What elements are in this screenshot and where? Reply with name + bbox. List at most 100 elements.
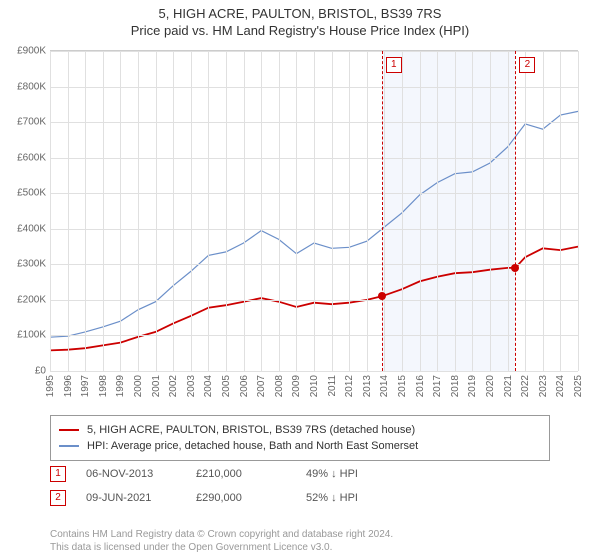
sale-row-1: 1 06-NOV-2013 £210,000 49% ↓ HPI: [50, 466, 396, 482]
x-tick-label: 2020: [485, 375, 496, 397]
legend-swatch-price-paid: [59, 429, 79, 431]
legend-box: 5, HIGH ACRE, PAULTON, BRISTOL, BS39 7RS…: [50, 415, 550, 461]
y-tick-label: £300K: [17, 259, 46, 270]
sale-point: [378, 292, 386, 300]
gridline-v: [191, 51, 192, 371]
x-tick-label: 1998: [98, 375, 109, 397]
y-tick-label: £800K: [17, 81, 46, 92]
sale-point: [511, 264, 519, 272]
chart-title: 5, HIGH ACRE, PAULTON, BRISTOL, BS39 7RS: [0, 0, 600, 21]
gridline-v: [367, 51, 368, 371]
gridline-v: [103, 51, 104, 371]
x-tick-label: 2015: [397, 375, 408, 397]
gridline-v: [156, 51, 157, 371]
x-tick-label: 2006: [239, 375, 250, 397]
y-tick-label: £500K: [17, 188, 46, 199]
sale-date-1: 06-NOV-2013: [86, 468, 176, 480]
chart-subtitle: Price paid vs. HM Land Registry's House …: [0, 21, 600, 42]
sale-marker-1: 1: [50, 466, 66, 482]
sale-date-2: 09-JUN-2021: [86, 492, 176, 504]
gridline-v: [244, 51, 245, 371]
figure-container: 5, HIGH ACRE, PAULTON, BRISTOL, BS39 7RS…: [0, 0, 600, 560]
gridline-v: [314, 51, 315, 371]
legend-label-price-paid: 5, HIGH ACRE, PAULTON, BRISTOL, BS39 7RS…: [87, 424, 415, 436]
sale-price-2: £290,000: [196, 492, 286, 504]
footer-line-2: This data is licensed under the Open Gov…: [50, 541, 393, 554]
gridline-v: [261, 51, 262, 371]
gridline-v: [578, 51, 579, 371]
marker-line: [515, 51, 516, 371]
gridline-v: [349, 51, 350, 371]
x-tick-label: 2009: [291, 375, 302, 397]
x-tick-label: 2002: [168, 375, 179, 397]
y-tick-label: £700K: [17, 117, 46, 128]
gridline-v: [138, 51, 139, 371]
gridline-v: [226, 51, 227, 371]
gridline-v: [543, 51, 544, 371]
gridline-v: [402, 51, 403, 371]
x-tick-label: 2025: [573, 375, 584, 397]
gridline-v: [50, 51, 51, 371]
gridline-v: [173, 51, 174, 371]
x-tick-label: 2013: [362, 375, 373, 397]
gridline-v: [560, 51, 561, 371]
gridline-v: [420, 51, 421, 371]
gridline-v: [208, 51, 209, 371]
x-tick-label: 2018: [450, 375, 461, 397]
gridline-v: [384, 51, 385, 371]
x-tick-label: 1995: [45, 375, 56, 397]
x-tick-label: 2001: [151, 375, 162, 397]
legend-label-hpi: HPI: Average price, detached house, Bath…: [87, 440, 418, 452]
x-tick-label: 2003: [186, 375, 197, 397]
gridline-v: [279, 51, 280, 371]
gridline-v: [332, 51, 333, 371]
sale-price-1: £210,000: [196, 468, 286, 480]
marker-box: 1: [386, 57, 402, 73]
x-tick-label: 1999: [115, 375, 126, 397]
sale-marker-2: 2: [50, 490, 66, 506]
x-tick-label: 2022: [520, 375, 531, 397]
x-tick-label: 2023: [538, 375, 549, 397]
x-tick-label: 2011: [327, 375, 338, 397]
gridline-v: [490, 51, 491, 371]
sale-delta-2: 52% ↓ HPI: [306, 492, 396, 504]
x-tick-label: 2014: [379, 375, 390, 397]
marker-box: 2: [519, 57, 535, 73]
gridline-v: [455, 51, 456, 371]
x-tick-label: 1996: [63, 375, 74, 397]
gridline-v: [68, 51, 69, 371]
sale-row-2: 2 09-JUN-2021 £290,000 52% ↓ HPI: [50, 490, 396, 506]
y-tick-label: £600K: [17, 152, 46, 163]
gridline-v: [472, 51, 473, 371]
x-tick-label: 2012: [344, 375, 355, 397]
x-tick-label: 2008: [274, 375, 285, 397]
legend-swatch-hpi: [59, 445, 79, 447]
legend-row-price-paid: 5, HIGH ACRE, PAULTON, BRISTOL, BS39 7RS…: [59, 422, 541, 438]
y-tick-label: £900K: [17, 46, 46, 57]
gridline-v: [120, 51, 121, 371]
x-tick-label: 2010: [309, 375, 320, 397]
x-tick-label: 2021: [503, 375, 514, 397]
x-tick-label: 2016: [415, 375, 426, 397]
x-tick-label: 2024: [555, 375, 566, 397]
y-tick-label: £200K: [17, 294, 46, 305]
y-tick-label: £400K: [17, 223, 46, 234]
x-tick-label: 2000: [133, 375, 144, 397]
x-tick-label: 2007: [256, 375, 267, 397]
footer-attribution: Contains HM Land Registry data © Crown c…: [50, 528, 393, 554]
marker-line: [382, 51, 383, 371]
x-tick-label: 1997: [80, 375, 91, 397]
x-tick-label: 2017: [432, 375, 443, 397]
gridline-h: [50, 371, 578, 372]
x-tick-label: 2005: [221, 375, 232, 397]
gridline-v: [437, 51, 438, 371]
chart-plot-area: £0£100K£200K£300K£400K£500K£600K£700K£80…: [50, 50, 578, 371]
footer-line-1: Contains HM Land Registry data © Crown c…: [50, 528, 393, 541]
x-tick-label: 2019: [467, 375, 478, 397]
gridline-v: [296, 51, 297, 371]
x-tick-label: 2004: [203, 375, 214, 397]
gridline-v: [525, 51, 526, 371]
y-tick-label: £100K: [17, 330, 46, 341]
legend-row-hpi: HPI: Average price, detached house, Bath…: [59, 438, 541, 454]
gridline-v: [85, 51, 86, 371]
